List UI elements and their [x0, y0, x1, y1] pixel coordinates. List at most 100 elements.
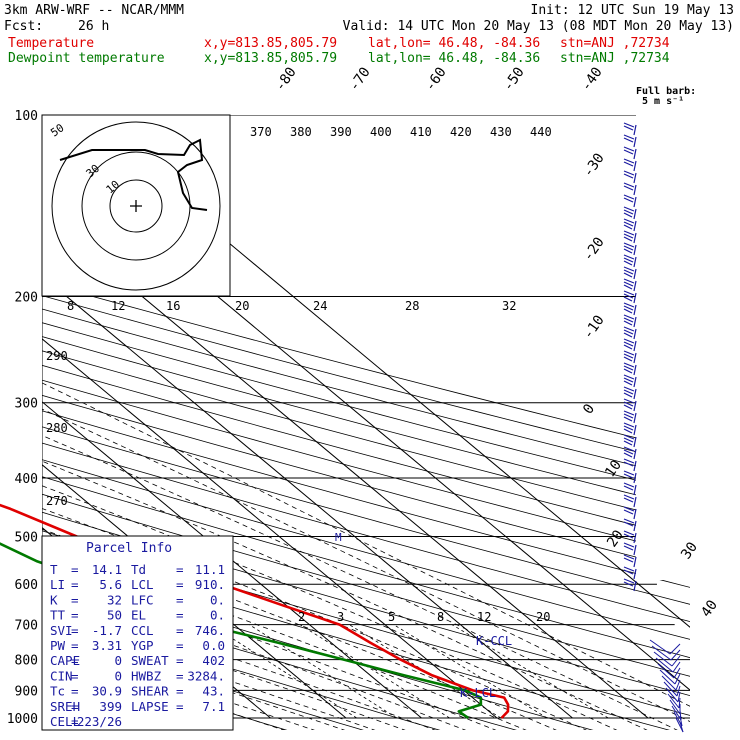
- wind-barb-staff: [667, 693, 680, 709]
- parcel-row-value: CCL: [131, 623, 154, 638]
- wind-barb-flag: [674, 673, 681, 685]
- parcel-row-value: T: [50, 562, 58, 577]
- wind-barb-flag: [623, 437, 634, 443]
- isotherm-label: 20: [604, 527, 627, 550]
- wind-barb-flag: [678, 697, 681, 709]
- parcel-row-value: =: [71, 592, 79, 607]
- dry-adiabat-line: [42, 115, 690, 730]
- wind-barbs: [623, 122, 684, 733]
- parcel-row-value: 223/26: [77, 714, 122, 729]
- wind-barb: [623, 434, 637, 448]
- wind-barb-staff: [671, 705, 682, 721]
- wind-barb-staff: [633, 328, 637, 340]
- wind-barb: [623, 494, 637, 508]
- wind-barb-staff: [633, 364, 637, 376]
- moist-adiabat-line: [42, 296, 528, 730]
- wind-barb: [623, 470, 637, 484]
- wind-barb-flag: [623, 428, 633, 434]
- wind-barb-flag: [679, 721, 684, 733]
- wind-barb: [623, 542, 637, 556]
- wind-barb-flag: [623, 161, 634, 167]
- wind-barb-flag: [675, 679, 681, 691]
- dry-adiabat-line: [42, 115, 690, 730]
- dewpoint-xy: x,y=813.85,805.79: [204, 51, 338, 66]
- wind-barb: [623, 410, 637, 424]
- isotherm-line: [42, 115, 422, 719]
- parcel-row-value: =: [71, 699, 79, 714]
- wind-barb: [661, 675, 681, 691]
- wind-barb-staff: [633, 376, 637, 388]
- parcel-row-value: 399: [99, 699, 122, 714]
- moist-adiabat-line: [42, 296, 679, 730]
- parcel-row-value: =: [176, 699, 184, 714]
- wind-barb-staff: [669, 699, 681, 715]
- wind-barb-flag: [623, 278, 635, 284]
- wind-barb-flag: [623, 257, 634, 263]
- wind-barb-staff: [633, 292, 637, 304]
- hodograph-ring: [51, 121, 221, 291]
- parcel-row-value: LI: [50, 577, 65, 592]
- wind-barb-flag: [623, 290, 635, 296]
- wind-barb-flag: [623, 461, 634, 467]
- wind-barb-flag: [677, 691, 681, 703]
- parcel-row-value: 32: [107, 592, 122, 607]
- moist-adiabat-line: [42, 296, 649, 730]
- theta-side-label: 280: [46, 421, 68, 435]
- wind-barb-flag: [623, 506, 635, 512]
- wind-barb-flag: [623, 533, 634, 539]
- parcel-row-value: 5.6: [99, 577, 122, 592]
- wind-barb-flag: [623, 368, 633, 374]
- wind-barb-staff: [633, 316, 637, 328]
- parcel-row-value: =: [71, 608, 79, 623]
- wind-barb: [623, 266, 637, 280]
- wind-barb-staff: [633, 436, 637, 448]
- wind-barb-flag: [623, 410, 635, 416]
- isotherm-label: -70: [346, 64, 374, 94]
- wind-barb-staff: [633, 340, 637, 352]
- wind-barb-flag: [623, 173, 634, 179]
- pressure-tick-label: 300: [15, 397, 38, 412]
- wind-barb-flag: [623, 296, 633, 302]
- wind-barb-staff: [633, 268, 637, 280]
- wind-barb: [623, 158, 637, 172]
- isotherm-label: -10: [580, 312, 608, 342]
- wind-barb-flag: [623, 182, 635, 188]
- parcel-row-value: =: [71, 577, 79, 592]
- wind-barb-flag: [676, 685, 681, 697]
- wind-barb: [623, 290, 637, 304]
- speed-label: 12: [111, 299, 125, 313]
- isotherm-label: -80: [272, 64, 300, 94]
- mixing-ratio-label: 8: [437, 610, 444, 624]
- moist-adiabat-line: [42, 296, 588, 730]
- wind-barb-staff: [651, 645, 672, 661]
- wind-barb-staff: [633, 580, 637, 592]
- wind-barb-flag: [623, 374, 635, 380]
- wind-barb-flag: [623, 305, 634, 311]
- dry-adiabat-line: [42, 115, 690, 730]
- parcel-row-value: SHEAR: [131, 684, 169, 699]
- theta-side-label: 290: [46, 349, 68, 363]
- isotherm-label: -50: [500, 64, 528, 94]
- wind-barb: [623, 566, 637, 580]
- wind-barb: [651, 645, 681, 661]
- wind-barb-flag: [623, 542, 635, 548]
- wind-barb-flag: [623, 581, 634, 587]
- wind-barb-flag: [623, 170, 635, 176]
- wind-barb: [623, 386, 637, 400]
- parcel-row-value: 3284.: [187, 668, 225, 683]
- wind-barb-staff: [633, 544, 637, 556]
- wind-barb: [667, 693, 681, 709]
- wind-barb: [623, 302, 637, 316]
- wind-barb-flag: [623, 353, 634, 359]
- mixing-ratio-label: 2: [298, 610, 305, 624]
- parcel-row-value: HWBZ: [131, 668, 162, 683]
- wind-barb-flag: [623, 146, 635, 152]
- wind-barb-flag: [623, 356, 633, 362]
- speed-label: 24: [313, 299, 327, 313]
- wind-barb-flag: [623, 233, 634, 239]
- wind-barb-staff: [659, 669, 676, 685]
- theta-label: 380: [290, 125, 312, 139]
- parcel-row-value: LFC: [131, 592, 154, 607]
- wind-barb-staff: [633, 220, 637, 232]
- dewpoint-legend: Dewpoint temperature: [8, 51, 165, 66]
